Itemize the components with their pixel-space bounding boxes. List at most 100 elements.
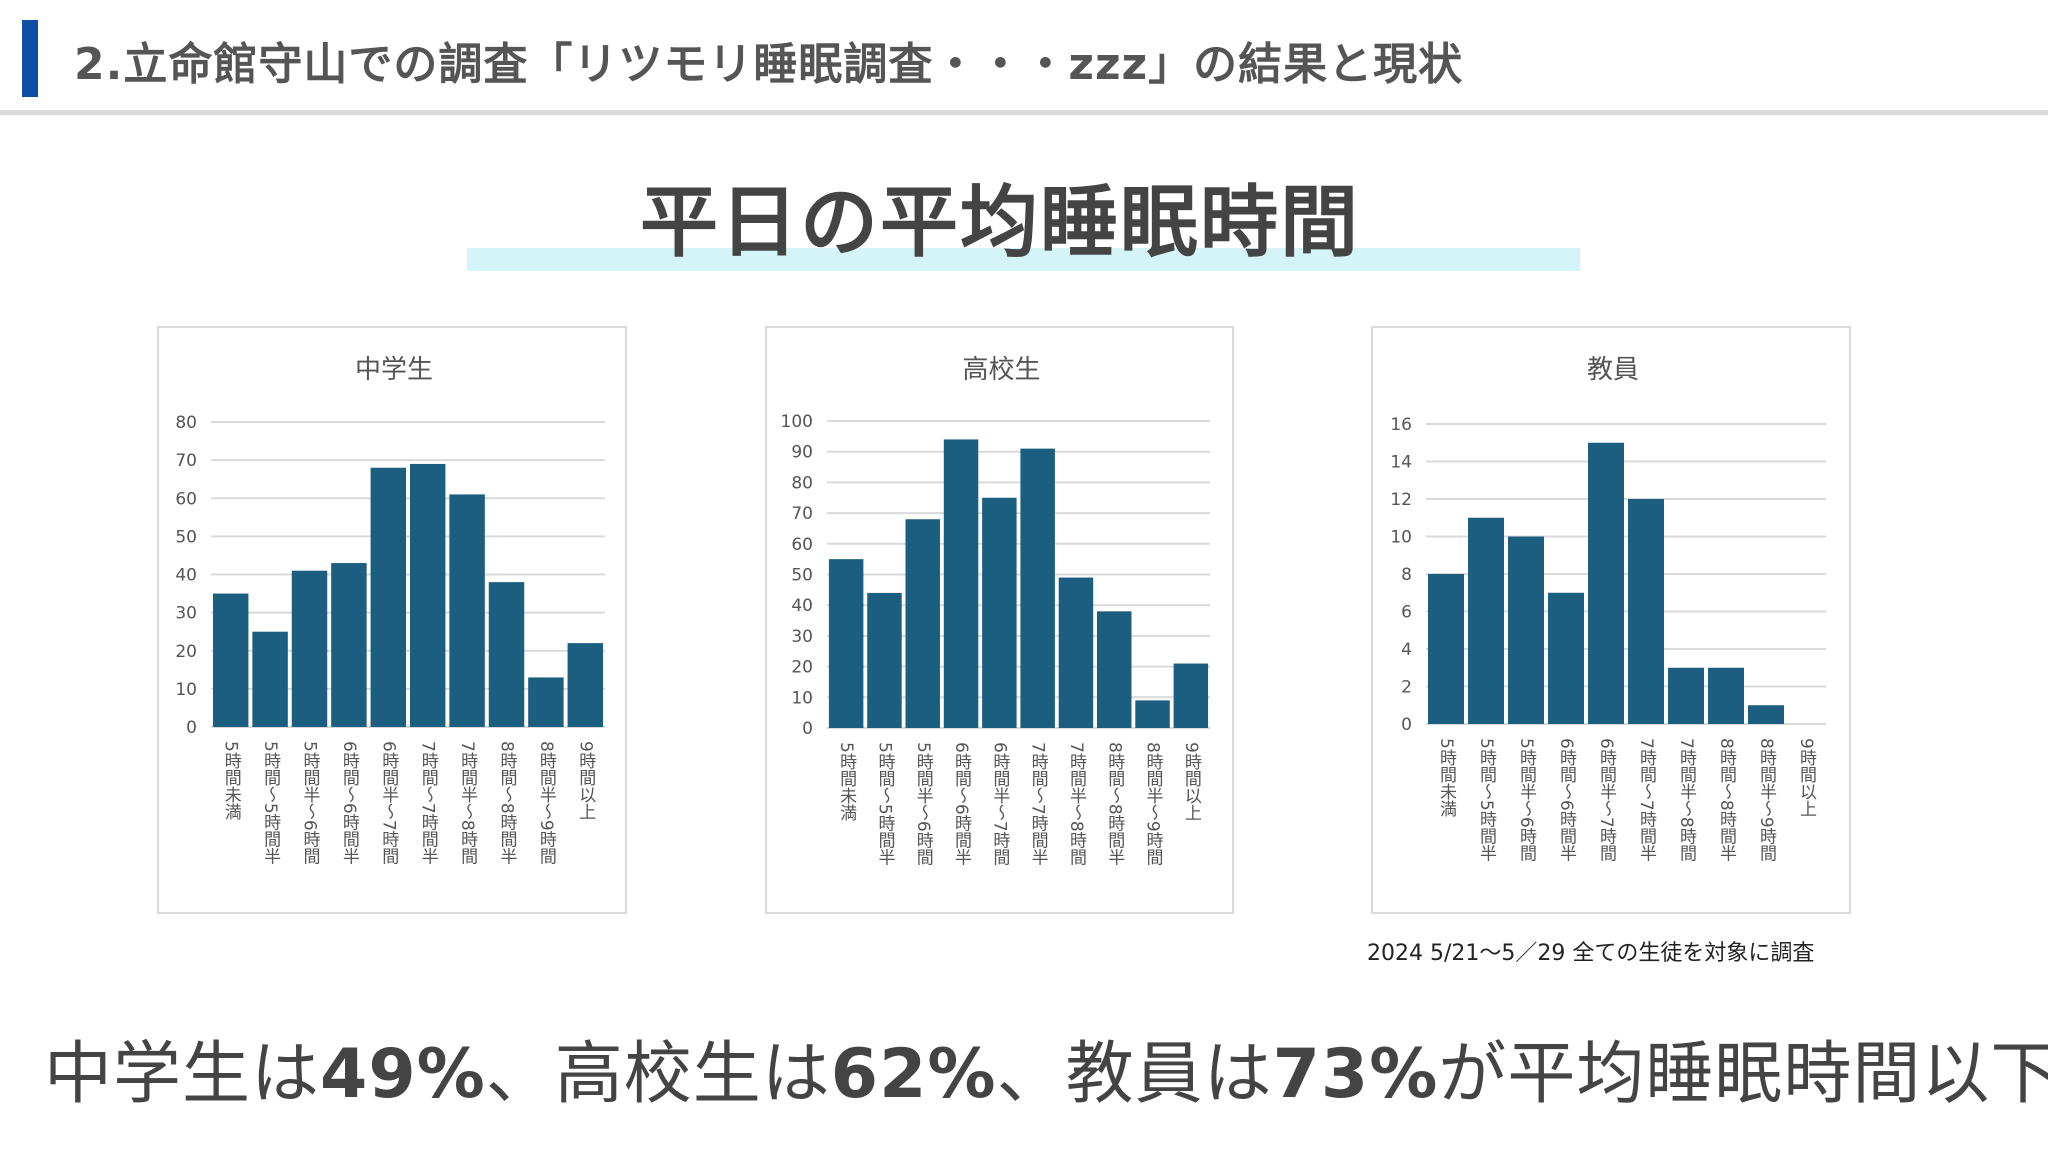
x-category-label: 6時間～6時間半 xyxy=(339,741,360,865)
bar xyxy=(409,463,446,727)
chart-teachers: 教員 0 2 4 6 8 10 12 14 16 5時間未満 5時間～5時間半 5時間半～6時間 6時間～… xyxy=(1371,326,1851,914)
y-tick-label: 8 xyxy=(1401,565,1412,585)
chart-svg: 教員 0 2 4 6 8 10 12 14 16 5時間未満 5時間～5時間半 5時間半～6時間 6時間～… xyxy=(1390,355,1826,863)
y-tick-label: 10 xyxy=(1390,528,1412,548)
y-tick-label: 80 xyxy=(175,413,197,433)
chart-title: 教員 xyxy=(1587,355,1639,385)
y-tick-label: 4 xyxy=(1401,640,1412,660)
y-tick-label: 10 xyxy=(175,680,197,700)
survey-footnote: 2024 5/21～5／29 全ての生徒を対象に調査 xyxy=(1367,941,1815,966)
chart-junior-high: 中学生 0 10 20 30 40 50 60 70 80 5時間未満 5時間～5時間半 5時間半～6時… xyxy=(157,326,627,914)
y-tick-label: 30 xyxy=(791,627,813,647)
title-highlight xyxy=(467,248,1580,271)
bar xyxy=(488,582,525,727)
bar xyxy=(567,643,604,727)
x-category-label: 5時間半～6時間 xyxy=(1516,738,1537,863)
x-category-label: 5時間未満 xyxy=(1436,738,1457,818)
bar xyxy=(1135,700,1170,728)
y-tick-label: 60 xyxy=(175,489,197,509)
y-tick-label: 40 xyxy=(175,566,197,586)
x-category-label: 8時間～8時間半 xyxy=(1716,738,1737,862)
x-category-label: 8時間～8時間半 xyxy=(497,741,518,865)
bar xyxy=(1020,448,1055,728)
bar xyxy=(982,497,1017,728)
bar xyxy=(1468,517,1504,724)
bar xyxy=(528,677,564,727)
bar xyxy=(1508,536,1544,724)
y-tick-label: 12 xyxy=(1390,490,1412,510)
bar xyxy=(905,519,940,728)
y-tick-label: 30 xyxy=(175,604,197,624)
y-tick-label: 20 xyxy=(791,658,813,678)
bar xyxy=(1173,663,1209,728)
summary-value: 49% xyxy=(320,1035,486,1114)
y-tick-label: 14 xyxy=(1390,453,1412,473)
chart-svg: 高校生 0 10 20 30 40 50 60 70 80 90 100 5時間未満 5時間～5時間半 5時… xyxy=(781,355,1210,867)
bar xyxy=(867,592,902,728)
chart-high-school: 高校生 0 10 20 30 40 50 60 70 80 90 100 5時間未満 5時間～5時間半 5時… xyxy=(765,326,1234,914)
x-category-label: 7時間～7時間半 xyxy=(1636,738,1657,862)
header-accent-bar xyxy=(22,20,38,97)
x-category-label: 5時間～5時間半 xyxy=(260,741,281,865)
x-category-label: 8時間半～9時間 xyxy=(1756,738,1777,863)
bar xyxy=(331,563,367,727)
summary-part: 、高校生は xyxy=(485,1035,831,1114)
summary-part: が平均睡眠時間以下 xyxy=(1438,1035,2048,1114)
bar xyxy=(1097,611,1132,728)
x-category-label: 9時間以上 xyxy=(1796,738,1817,817)
header-divider xyxy=(0,110,2048,115)
x-category-label: 7時間半～8時間 xyxy=(457,741,478,866)
y-tick-label: 2 xyxy=(1401,678,1412,698)
x-category-label: 5時間～5時間半 xyxy=(1476,738,1497,862)
x-category-label: 5時間未満 xyxy=(221,741,242,821)
x-category-label: 7時間～7時間半 xyxy=(1028,742,1049,866)
bar xyxy=(1628,499,1664,724)
y-tick-label: 10 xyxy=(791,688,813,708)
x-category-label: 6時間～6時間半 xyxy=(1556,738,1577,862)
x-category-label: 5時間～5時間半 xyxy=(874,742,895,866)
summary-value: 62% xyxy=(830,1035,997,1114)
y-tick-label: 90 xyxy=(791,443,813,463)
x-category-label: 8時間半～9時間 xyxy=(536,741,557,866)
x-category-label: 5時間未満 xyxy=(836,742,857,822)
y-tick-label: 70 xyxy=(175,451,197,471)
y-tick-label: 50 xyxy=(175,527,197,547)
summary-value: 73% xyxy=(1272,1035,1439,1114)
bar xyxy=(212,593,249,727)
x-category-label: 6時間～6時間半 xyxy=(951,742,972,866)
x-category-label: 6時間半～7時間 xyxy=(378,741,399,866)
bar xyxy=(1588,442,1624,724)
y-tick-label: 50 xyxy=(791,566,813,586)
y-tick-label: 0 xyxy=(1401,715,1412,735)
chart-title: 中学生 xyxy=(355,355,433,385)
bar xyxy=(828,559,864,728)
summary-part: 中学生は xyxy=(44,1035,321,1114)
x-category-label: 7時間半～8時間 xyxy=(1066,742,1087,867)
bar xyxy=(291,570,328,727)
x-category-label: 7時間～7時間半 xyxy=(418,741,439,865)
y-tick-label: 80 xyxy=(791,473,813,493)
y-tick-label: 20 xyxy=(175,642,197,662)
y-tick-label: 100 xyxy=(781,412,813,432)
main-title: 平日の平均睡眠時間 xyxy=(639,178,1360,268)
y-tick-label: 40 xyxy=(791,596,813,616)
summary-part: 、教員は xyxy=(996,1035,1273,1114)
bar xyxy=(943,439,979,728)
summary-text: 中学生は49%、高校生は62%、教員は73%が平均睡眠時間以下 xyxy=(44,1018,2048,1117)
x-category-label: 7時間半～8時間 xyxy=(1676,738,1697,863)
chart-title: 高校生 xyxy=(962,355,1040,385)
bar xyxy=(252,631,288,727)
slide-header-title: 2.立命館守山での調査「リツモリ睡眠調査・・・zzz」の結果と現状 xyxy=(74,39,1464,90)
x-category-label: 5時間半～6時間 xyxy=(300,741,321,866)
y-tick-label: 16 xyxy=(1390,415,1412,435)
y-tick-label: 70 xyxy=(791,504,813,524)
x-category-label: 5時間半～6時間 xyxy=(913,742,934,867)
bar xyxy=(1668,667,1704,724)
x-category-label: 8時間～8時間半 xyxy=(1104,742,1125,866)
bar xyxy=(1708,667,1744,724)
x-category-label: 9時間以上 xyxy=(1181,742,1202,821)
x-category-label: 9時間以上 xyxy=(575,741,596,820)
x-category-label: 6時間半～7時間 xyxy=(989,742,1010,867)
bar xyxy=(1058,577,1094,728)
x-category-label: 8時間半～9時間 xyxy=(1143,742,1164,867)
